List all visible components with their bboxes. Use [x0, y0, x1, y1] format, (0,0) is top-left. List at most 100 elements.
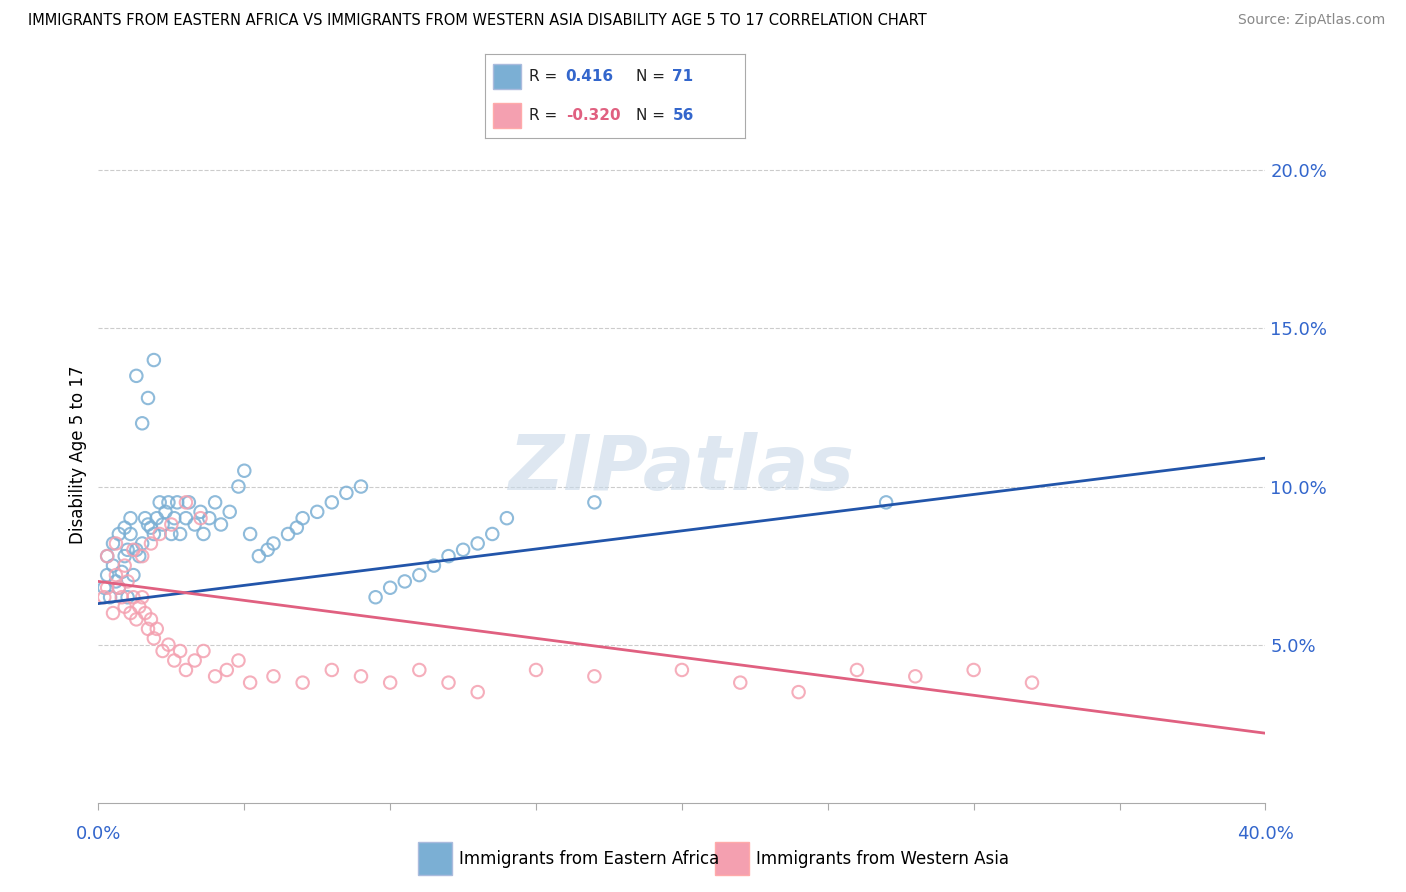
Point — [152, 644, 174, 658]
Point — [149, 495, 172, 509]
Point — [583, 495, 606, 509]
Point — [114, 599, 136, 614]
Text: 0.416: 0.416 — [565, 69, 614, 84]
Point — [136, 517, 159, 532]
Point — [423, 558, 446, 573]
Point — [183, 517, 205, 532]
Point — [101, 558, 124, 573]
Point — [96, 549, 118, 563]
Point — [114, 558, 136, 573]
Point — [117, 591, 139, 605]
Point — [125, 612, 148, 626]
Point — [163, 511, 186, 525]
Point — [139, 536, 162, 550]
Text: IMMIGRANTS FROM EASTERN AFRICA VS IMMIGRANTS FROM WESTERN ASIA DISABILITY AGE 5 : IMMIGRANTS FROM EASTERN AFRICA VS IMMIGR… — [28, 13, 927, 29]
Point — [1021, 675, 1043, 690]
Y-axis label: Disability Age 5 to 17: Disability Age 5 to 17 — [69, 366, 87, 544]
Text: 71: 71 — [672, 69, 693, 84]
Text: 0.0%: 0.0% — [76, 825, 121, 843]
Point — [671, 663, 693, 677]
Point — [122, 568, 145, 582]
Point — [378, 675, 402, 690]
Point — [120, 511, 142, 525]
Point — [98, 591, 121, 605]
Point — [104, 536, 127, 550]
Point — [233, 464, 256, 478]
Point — [93, 581, 115, 595]
Point — [467, 536, 489, 550]
Point — [122, 591, 145, 605]
Point — [228, 479, 250, 493]
Point — [291, 675, 314, 690]
Point — [125, 542, 148, 557]
Text: R =: R = — [529, 108, 558, 123]
Point — [128, 599, 150, 614]
Point — [128, 549, 150, 563]
Point — [93, 591, 115, 605]
Point — [408, 568, 430, 582]
Point — [101, 606, 124, 620]
Text: R =: R = — [529, 69, 558, 84]
Point — [364, 591, 387, 605]
Point — [139, 612, 162, 626]
Point — [256, 542, 278, 557]
Point — [104, 568, 127, 582]
Point — [160, 527, 183, 541]
Point — [104, 574, 127, 589]
Point — [962, 663, 984, 677]
Text: Source: ZipAtlas.com: Source: ZipAtlas.com — [1237, 13, 1385, 28]
Point — [136, 622, 159, 636]
Point — [787, 685, 810, 699]
Point — [122, 542, 145, 557]
Point — [146, 622, 169, 636]
Point — [408, 663, 430, 677]
Text: N =: N = — [636, 69, 665, 84]
Point — [134, 606, 156, 620]
Point — [142, 632, 165, 646]
Text: ZIPatlas: ZIPatlas — [509, 432, 855, 506]
Point — [218, 505, 240, 519]
Point — [155, 505, 177, 519]
Point — [307, 505, 329, 519]
Point — [350, 479, 373, 493]
Point — [131, 549, 153, 563]
Point — [131, 591, 153, 605]
Point — [108, 581, 131, 595]
Point — [174, 495, 197, 509]
Point — [204, 669, 226, 683]
Point — [247, 549, 270, 563]
Point — [394, 574, 416, 589]
Point — [177, 495, 200, 509]
Point — [117, 542, 139, 557]
Point — [451, 542, 474, 557]
Point — [215, 663, 238, 677]
FancyBboxPatch shape — [494, 63, 522, 89]
Point — [117, 574, 139, 589]
Point — [583, 669, 606, 683]
Point — [169, 527, 191, 541]
Point — [378, 581, 402, 595]
Point — [209, 517, 232, 532]
Point — [96, 581, 118, 595]
Point — [190, 505, 212, 519]
Point — [239, 527, 262, 541]
Point — [845, 663, 868, 677]
FancyBboxPatch shape — [494, 103, 522, 128]
Point — [291, 511, 314, 525]
Point — [904, 669, 927, 683]
Point — [134, 511, 156, 525]
Point — [335, 486, 357, 500]
Point — [142, 527, 165, 541]
Point — [166, 495, 188, 509]
Point — [152, 517, 174, 532]
Point — [96, 568, 118, 582]
Point — [262, 669, 284, 683]
Point — [146, 511, 169, 525]
Point — [350, 669, 373, 683]
Point — [262, 536, 284, 550]
Point — [160, 517, 183, 532]
Point — [190, 511, 212, 525]
Point — [239, 675, 262, 690]
Point — [495, 511, 517, 525]
Point — [183, 653, 205, 667]
